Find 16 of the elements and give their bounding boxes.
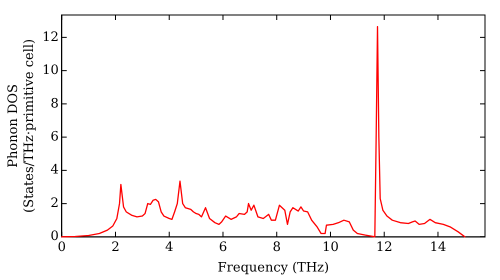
y-tick-label: 2: [50, 196, 59, 211]
y-tick-label: 8: [50, 96, 59, 112]
x-tick-label: 14: [430, 240, 446, 255]
x-tick-label: 10: [322, 240, 339, 255]
x-tick-label: 6: [218, 240, 228, 255]
x-tick-label: 2: [111, 240, 120, 255]
y-tick-label: 4: [50, 162, 59, 178]
y-tick-label: 12: [42, 30, 59, 45]
y-tick-label: 6: [50, 129, 59, 144]
y-axis-title: Phonon DOS (States/THz·primitive cell): [6, 38, 37, 213]
x-tick-label: 8: [272, 240, 281, 255]
y-tick-label: 10: [42, 63, 59, 78]
x-axis-title: Frequency (THz): [218, 260, 330, 276]
x-tick-label: 12: [376, 240, 392, 255]
x-tick-label: 4: [165, 240, 174, 255]
y-tick-label: 0: [50, 229, 59, 244]
